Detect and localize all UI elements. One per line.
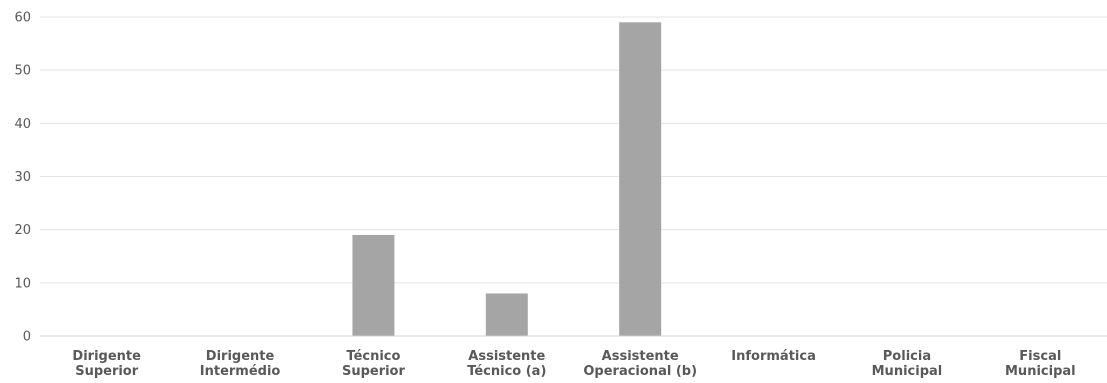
bar	[352, 234, 395, 336]
x-tick-label: Dirigente Superior	[72, 349, 141, 379]
x-tick-label: Assistente Técnico (a)	[467, 349, 546, 379]
bar	[485, 293, 528, 336]
y-axis-tick-labels: 0 10 20 30 40 50 60	[14, 11, 31, 345]
x-tick-label: Dirigente Intermédio	[200, 349, 281, 379]
x-tick-label: Técnico Superior	[342, 349, 406, 379]
y-tick-label: 10	[14, 276, 31, 291]
x-tick-label: Informática	[731, 349, 816, 364]
y-tick-label: 60	[14, 11, 31, 26]
y-tick-label: 40	[14, 117, 31, 132]
x-tick-label: Policia Municipal	[872, 349, 943, 379]
x-axis-tick-labels: Dirigente Superior Dirigente Intermédio Técn…	[72, 349, 1075, 379]
y-tick-label: 50	[14, 64, 31, 79]
x-tick-label: Fiscal Municipal	[1005, 349, 1076, 379]
x-tick-label: Assistente Operacional (b)	[583, 349, 697, 379]
y-tick-label: 20	[14, 223, 31, 238]
gridlines	[40, 16, 1107, 284]
y-tick-label: 0	[23, 330, 31, 345]
bar	[619, 22, 662, 337]
bars	[352, 22, 662, 337]
y-tick-label: 30	[14, 170, 31, 185]
